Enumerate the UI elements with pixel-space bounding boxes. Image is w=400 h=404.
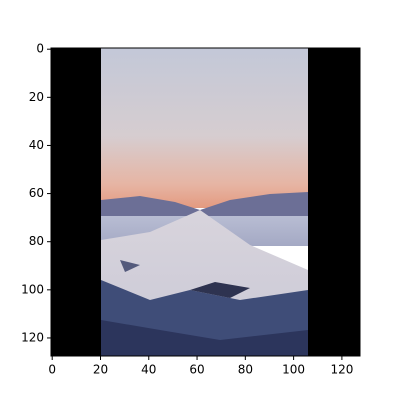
image-border	[51, 48, 101, 356]
y-tick-label: 20	[29, 90, 44, 104]
x-tick-label: 40	[141, 363, 156, 377]
y-tick-label: 40	[29, 138, 44, 152]
y-tick-label: 0	[36, 42, 44, 56]
y-tick-label: 100	[21, 282, 44, 296]
x-tick-label: 80	[238, 363, 253, 377]
y-tick-label: 60	[29, 186, 44, 200]
x-tick-label: 100	[282, 363, 305, 377]
y-tick-label: 80	[29, 234, 44, 248]
x-tick-label: 0	[48, 363, 56, 377]
y-tick-label: 120	[21, 330, 44, 344]
x-tick-label: 60	[189, 363, 204, 377]
image-border	[308, 48, 360, 356]
image	[50, 47, 361, 357]
x-tick-label: 120	[330, 363, 353, 377]
photo	[101, 48, 308, 356]
x-tick-label: 20	[93, 363, 108, 377]
axes-frame	[50, 47, 361, 357]
